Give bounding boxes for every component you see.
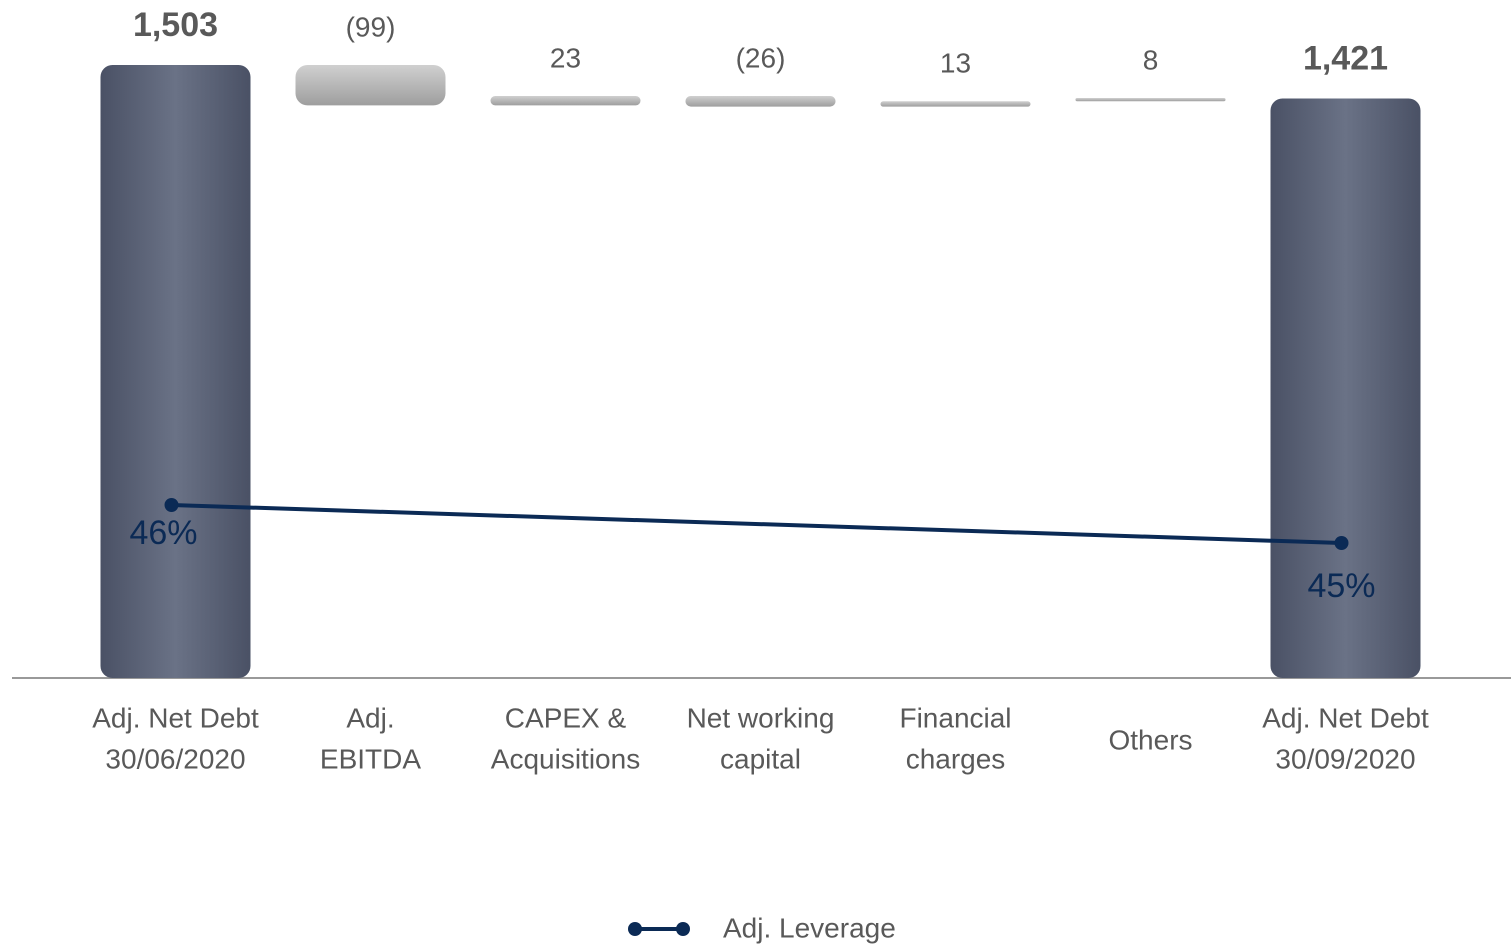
delta-bar: [490, 95, 641, 106]
x-tick-label: Others: [1108, 724, 1192, 755]
delta-bar: [685, 95, 836, 107]
leverage-label: 46%: [129, 514, 197, 552]
value-label: 23: [550, 42, 581, 73]
delta-bar: [1075, 98, 1226, 102]
x-tick-label: EBITDA: [320, 743, 421, 774]
legend-dot: [676, 922, 690, 936]
leverage-point: [164, 498, 179, 512]
value-label: 8: [1143, 44, 1159, 75]
x-tick-label: Financial: [899, 702, 1011, 733]
x-tick-label: charges: [906, 743, 1006, 774]
x-tick-label: Adj. Net Debt: [1262, 702, 1429, 733]
x-tick-label: 30/06/2020: [105, 743, 245, 774]
leverage-point: [1334, 536, 1349, 550]
leverage-line: [171, 503, 1342, 545]
delta-bar: [880, 101, 1031, 107]
total-bar: [100, 65, 251, 678]
total-bar: [1270, 98, 1421, 678]
x-tick-label: Adj.: [346, 702, 394, 733]
delta-bar: [295, 65, 446, 106]
leverage-label: 45%: [1307, 567, 1375, 605]
x-tick-label: Acquisitions: [491, 743, 640, 774]
value-label: 1,503: [133, 6, 218, 44]
x-tick-label: Adj. Net Debt: [92, 702, 259, 733]
value-label: 13: [940, 48, 971, 79]
value-label: (99): [346, 11, 396, 42]
x-tick-label: 30/09/2020: [1275, 743, 1415, 774]
x-tick-label: capital: [720, 743, 801, 774]
legend-dot: [628, 922, 642, 936]
x-tick-label: CAPEX &: [505, 702, 627, 733]
x-tick-label: Net working: [687, 702, 835, 733]
legend-label: Adj. Leverage: [723, 912, 896, 943]
value-label: 1,421: [1303, 39, 1388, 77]
value-label: (26): [736, 42, 786, 73]
